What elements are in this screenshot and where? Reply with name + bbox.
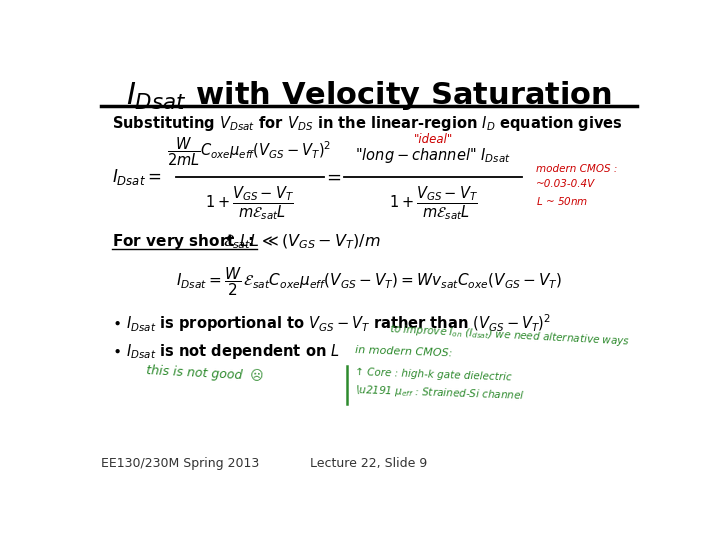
- Text: this is not good  ☹: this is not good ☹: [145, 363, 264, 383]
- Text: $1+\dfrac{V_{GS}-V_T}{m\mathcal{E}_{sat}L}$: $1+\dfrac{V_{GS}-V_T}{m\mathcal{E}_{sat}…: [204, 184, 294, 222]
- Text: $I_{Dsat}=\dfrac{W}{2}\,\mathcal{E}_{sat}C_{oxe}\mu_{eff}\left(V_{GS}-V_T\right): $I_{Dsat}=\dfrac{W}{2}\,\mathcal{E}_{sat…: [176, 266, 562, 298]
- Text: $1+\dfrac{V_{GS}-V_T}{m\mathcal{E}_{sat}L}$: $1+\dfrac{V_{GS}-V_T}{m\mathcal{E}_{sat}…: [389, 184, 477, 222]
- Text: to improve $I_{on}$ ($I_{dsat}$) we need alternative ways: to improve $I_{on}$ ($I_{dsat}$) we need…: [389, 322, 630, 348]
- Text: "$long-channel$" $I_{Dsat}$: "$long-channel$" $I_{Dsat}$: [356, 145, 511, 165]
- Text: $\bullet$ $I_{Dsat}$ is not dependent on $L$: $\bullet$ $I_{Dsat}$ is not dependent on…: [112, 342, 340, 361]
- Text: $=$: $=$: [323, 168, 342, 186]
- Text: "ideal": "ideal": [413, 133, 453, 146]
- Text: \u2191 $\mu_{eff}$ : Strained-Si channel: \u2191 $\mu_{eff}$ : Strained-Si channel: [355, 383, 525, 403]
- Text: EE130/230M Spring 2013: EE130/230M Spring 2013: [101, 457, 259, 470]
- Text: modern CMOS :
~0.03-0.4V
$L$ ~ 50nm: modern CMOS : ~0.03-0.4V $L$ ~ 50nm: [536, 164, 618, 207]
- Text: ↑ Core : high-k gate dielectric: ↑ Core : high-k gate dielectric: [355, 367, 512, 382]
- Text: $I_{Dsat}=$: $I_{Dsat}=$: [112, 167, 162, 187]
- Text: $\mathit{I}_{Dsat}$ with Velocity Saturation: $\mathit{I}_{Dsat}$ with Velocity Satura…: [126, 79, 612, 112]
- Text: For very short $L$:: For very short $L$:: [112, 232, 255, 251]
- Text: $\dfrac{W}{2mL}C_{oxe}\mu_{eff}\left(V_{GS}-V_T\right)^2$: $\dfrac{W}{2mL}C_{oxe}\mu_{eff}\left(V_{…: [167, 136, 331, 168]
- Text: Lecture 22, Slide 9: Lecture 22, Slide 9: [310, 457, 428, 470]
- Text: in modern CMOS:: in modern CMOS:: [355, 345, 453, 359]
- Text: $\bullet$ $I_{Dsat}$ is proportional to $V_{GS}-V_T$ rather than $(V_{GS}-V_T)^2: $\bullet$ $I_{Dsat}$ is proportional to …: [112, 313, 552, 334]
- Text: $\mathcal{E}_{sat}L \ll (V_{GS}-V_T)/m$: $\mathcal{E}_{sat}L \ll (V_{GS}-V_T)/m$: [223, 232, 381, 251]
- Text: Substituting $V_{Dsat}$ for $V_{DS}$ in the linear-region $I_D$ equation gives: Substituting $V_{Dsat}$ for $V_{DS}$ in …: [112, 114, 623, 133]
